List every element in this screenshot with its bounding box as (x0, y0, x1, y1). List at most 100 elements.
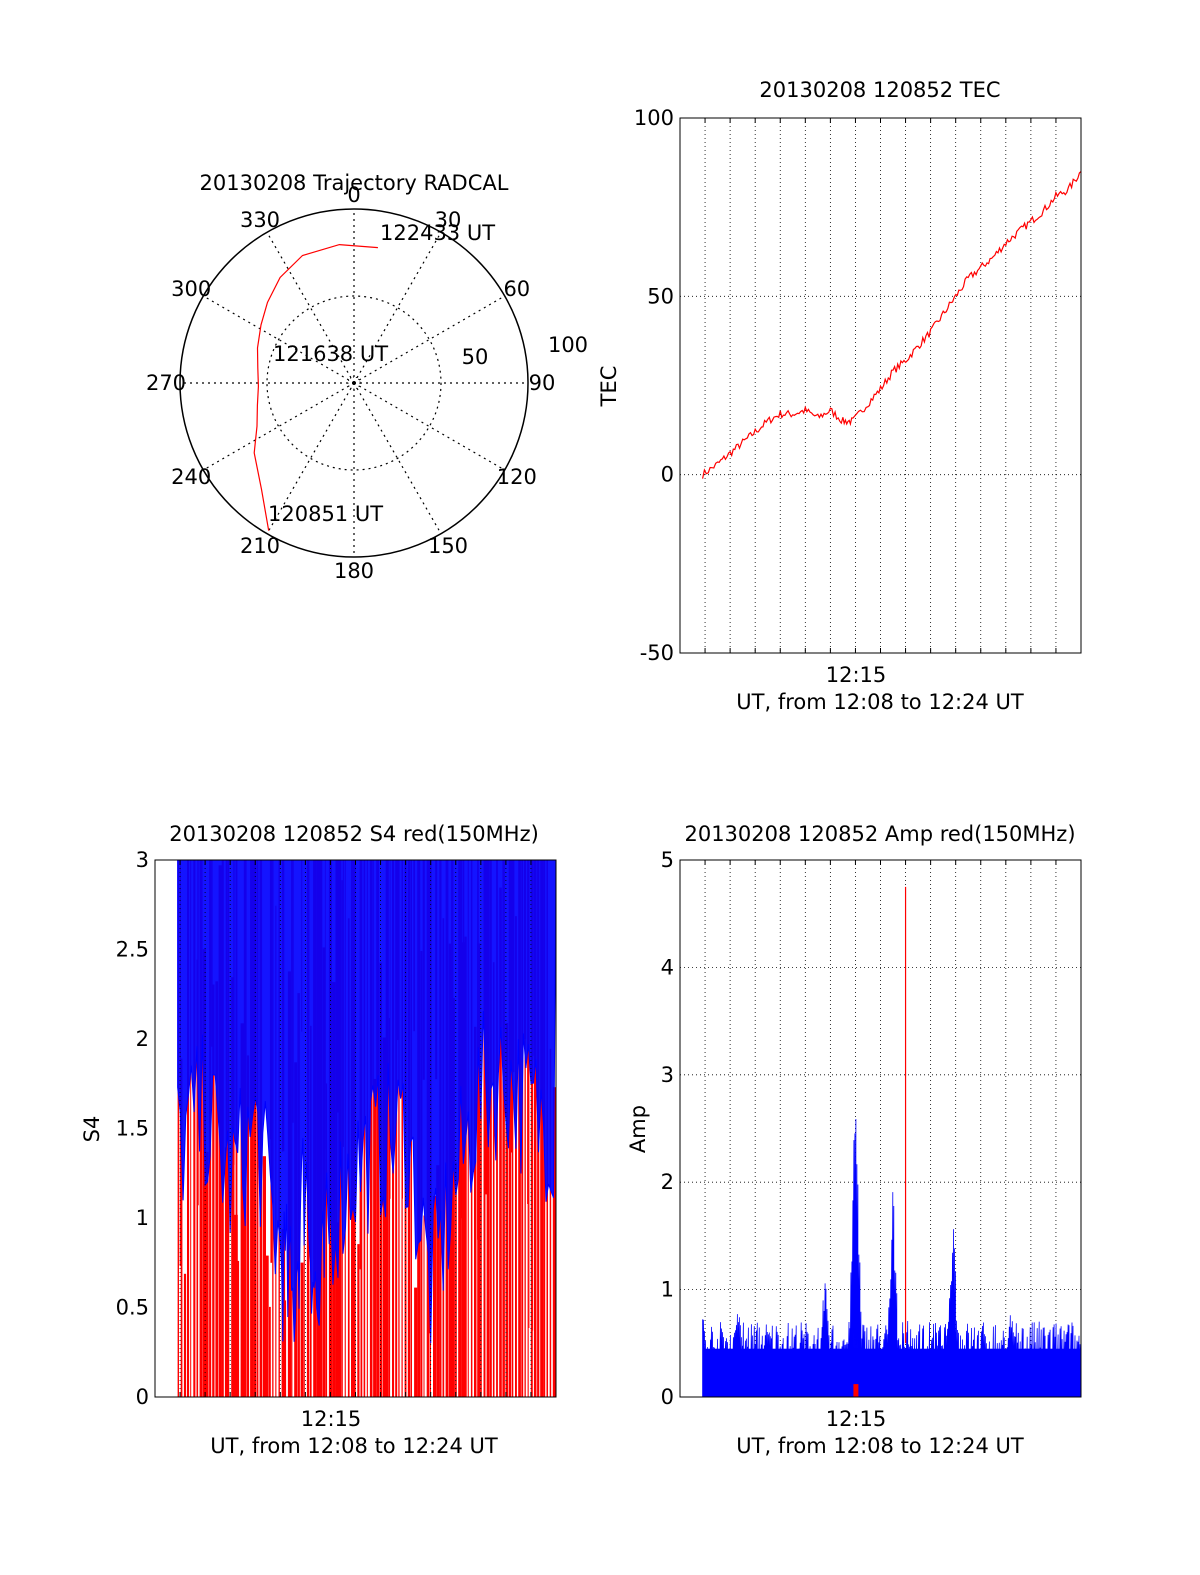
s4-red-bar-0 (177, 860, 179, 1397)
s4-red-bar-29 (269, 1306, 271, 1397)
s4-red-bar-5 (193, 860, 196, 1397)
s4-plot-frame (154, 859, 557, 1398)
tec-y-tick-label-0: 0 (661, 463, 674, 487)
s4-red-bar-94 (474, 1026, 477, 1397)
s4-red-streak-15 (528, 860, 530, 1328)
s4-red-bar-113 (533, 860, 537, 1397)
s4-red-bar-9 (205, 1151, 209, 1397)
polar-panel: 20130208 Trajectory RADCAL 0 30 60 90 120 150… (146, 171, 588, 583)
polar-azimuth-label-60: 60 (503, 277, 530, 301)
tec-y-tick-labels: -50 0 50 100 (634, 106, 674, 665)
polar-azimuth-label-0: 0 (347, 183, 360, 207)
s4-red-bar-67 (388, 1018, 391, 1397)
polar-outer-circle (179, 208, 529, 558)
s4-red-bar-39 (300, 1262, 304, 1397)
tec-grid (680, 118, 1081, 653)
s4-red-bar-23 (250, 860, 254, 1397)
s4-xlabel: UT, from 12:08 to 12:24 UT (210, 1434, 498, 1458)
s4-red-bar-104 (505, 1023, 509, 1397)
amp-y-tick-label-5: 5 (661, 848, 674, 872)
tec-x-tick-label: 12:15 (826, 663, 887, 687)
s4-red-bar-110 (524, 860, 526, 1397)
amp-plot-frame (679, 859, 1082, 1398)
s4-x-tick-label: 12:15 (301, 1407, 362, 1431)
s4-red-bar-96 (480, 1101, 482, 1397)
polar-spoke-30 (353, 232, 442, 384)
polar-radial-tick-50: 50 (462, 345, 489, 369)
s4-blue-series (177, 859, 557, 1344)
s4-red-bar-109 (521, 860, 524, 1397)
s4-red-bar-34 (284, 1300, 287, 1397)
polar-azimuth-label-300: 300 (171, 277, 211, 301)
polar-spoke-210 (266, 382, 355, 534)
s4-y-tick-labels: 0 0.5 1 1.5 2 2.5 3 (116, 848, 149, 1409)
s4-red-bar-97 (483, 860, 486, 1397)
amp-xlabel: UT, from 12:08 to 12:24 UT (736, 1434, 1024, 1458)
s4-red-bar-65 (382, 1037, 386, 1397)
s4-red-bar-15 (224, 1147, 229, 1397)
s4-red-bar-47 (325, 1083, 328, 1397)
s4-red-bar-2 (183, 1273, 187, 1397)
polar-grid (179, 208, 529, 558)
trajectory-label-mid: 121638 UT (273, 342, 388, 366)
s4-red-bar-57 (357, 1244, 360, 1397)
tec-y-tick-label-50: 50 (647, 284, 674, 308)
s4-red-bar-106 (511, 860, 514, 1397)
amp-red-foot (853, 1384, 859, 1398)
s4-red-bar-28 (265, 1255, 269, 1397)
s4-red-bar-70 (398, 860, 400, 1397)
polar-azimuth-label-120: 120 (497, 465, 537, 489)
s4-red-bar-107 (515, 916, 517, 1397)
s4-red-bar-22 (246, 1055, 250, 1397)
s4-red-streak-8 (532, 860, 534, 1331)
s4-red-bar-61 (369, 860, 373, 1397)
trajectory-label-start: 120851 UT (268, 502, 383, 526)
s4-red-bar-103 (502, 860, 505, 1397)
polar-azimuth-label-30: 30 (435, 208, 462, 232)
amp-ylabel: Amp (626, 1105, 650, 1153)
trajectory-label-end: 122433 UT (380, 221, 495, 245)
amp-x-tick-label: 12:15 (826, 1407, 887, 1431)
s4-y-tick-label-0: 0 (136, 1385, 149, 1409)
tec-ylabel: TEC (597, 366, 621, 408)
polar-spoke-300 (203, 295, 355, 384)
s4-y-tick-label-1: 1 (136, 1206, 149, 1230)
amp-y-tick-labels: 0 1 2 3 4 5 (661, 848, 674, 1409)
s4-red-bar-27 (262, 1156, 266, 1397)
amp-y-tick-label-3: 3 (661, 1063, 674, 1087)
polar-azimuth-label-210: 210 (240, 534, 280, 558)
s4-red-bar-20 (240, 1023, 244, 1397)
s4-red-bar-25 (256, 860, 259, 1397)
polar-spoke-240 (203, 382, 355, 471)
s4-red-bar-112 (530, 860, 533, 1397)
amp-blue-base (702, 1348, 1081, 1397)
s4-y-tick-label-0.5: 0.5 (116, 1296, 149, 1320)
s4-red-bar-82 (436, 1165, 440, 1397)
s4-red-bar-4 (190, 860, 192, 1397)
s4-red-bar-108 (518, 860, 521, 1397)
s4-red-bar-12 (215, 981, 219, 1397)
polar-azimuth-label-240: 240 (171, 465, 211, 489)
s4-red-bar-91 (464, 936, 467, 1397)
polar-radial-tick-100: 100 (548, 333, 588, 357)
s4-red-bar-63 (376, 860, 379, 1397)
polar-spoke-120 (353, 382, 505, 471)
s4-red-bar-17 (231, 977, 235, 1397)
s4-red-bar-100 (492, 962, 495, 1397)
tec-title: 20130208 120852 TEC (759, 78, 1000, 102)
tec-y-tick-label-100: 100 (634, 106, 674, 130)
tec-y-tick-label--50: -50 (640, 641, 674, 665)
polar-spoke-150 (353, 382, 442, 534)
amp-bars (702, 886, 1082, 1398)
s4-red-bar-24 (253, 860, 256, 1397)
s4-red-bar-3 (187, 860, 190, 1397)
s4-red-bar-102 (499, 887, 502, 1397)
polar-azimuth-label-270: 270 (146, 371, 186, 395)
s4-red-bar-119 (552, 1087, 556, 1397)
s4-red-bar-78 (423, 1215, 425, 1397)
s4-y-tick-label-2.5: 2.5 (116, 938, 149, 962)
s4-panel: 20130208 120852 S4 red(150MHz) 0 0.5 1 1.5 2… (80, 822, 557, 1458)
s4-red-bar-62 (373, 1078, 377, 1397)
